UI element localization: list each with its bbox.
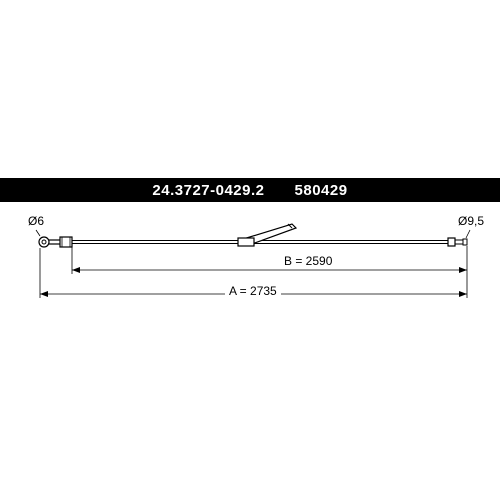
diagram-container: 24.3727-0429.2 580429: [0, 0, 500, 500]
technical-drawing: Ø6 Ø9,5 B = 2590 A = 2735: [0, 202, 500, 322]
right-diameter-label: Ø9,5: [458, 214, 484, 228]
part-number: 24.3727-0429.2: [152, 182, 264, 199]
cable-drawing-svg: [0, 202, 500, 322]
part-code: 580429: [295, 182, 348, 199]
left-diameter-label: Ø6: [28, 214, 44, 228]
header-bar: 24.3727-0429.2 580429: [0, 178, 500, 202]
dimension-b-label: B = 2590: [280, 254, 336, 268]
dimension-a-label: A = 2735: [225, 284, 281, 298]
